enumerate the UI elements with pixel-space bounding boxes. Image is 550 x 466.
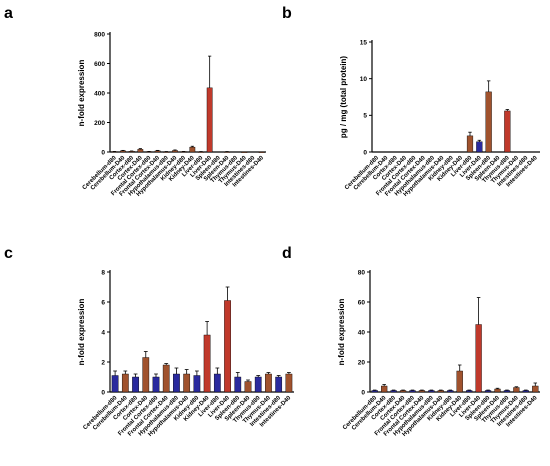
panel-letter-d: d (282, 245, 292, 262)
bar (183, 373, 191, 393)
bar (189, 146, 196, 153)
bar (241, 151, 248, 153)
bar (258, 151, 265, 153)
bar (254, 376, 262, 393)
bar (409, 390, 416, 393)
bar (193, 375, 201, 393)
y-tick-label: 0 (363, 149, 367, 156)
y-tick-label: 80 (358, 269, 366, 276)
bar (476, 141, 483, 153)
bar (275, 376, 283, 393)
y-tick-label: 0 (361, 389, 365, 396)
bar (128, 151, 135, 153)
bar (475, 324, 482, 393)
bar (142, 357, 150, 393)
bar (162, 364, 170, 393)
bar (120, 150, 126, 153)
bar (152, 376, 160, 393)
bar (132, 376, 139, 393)
y-axis-label: n-fold expression (337, 299, 346, 366)
y-axis-label: n-fold expression (77, 60, 86, 127)
bar (121, 373, 129, 393)
bar (485, 91, 492, 153)
panel-letter-b: b (282, 5, 292, 22)
y-tick-label: 6 (101, 299, 105, 306)
panel-letter-c: c (4, 245, 13, 262)
bar (428, 390, 435, 393)
bar (224, 300, 231, 393)
y-tick-label: 20 (358, 359, 366, 366)
bar (137, 149, 144, 153)
bar (513, 387, 520, 393)
y-tick-label: 200 (94, 120, 105, 127)
y-tick-label: 60 (358, 299, 366, 306)
bar (285, 373, 293, 393)
y-tick-label: 2 (101, 359, 105, 366)
y-tick-label: 8 (101, 269, 105, 276)
y-axis-label: n-fold expression (77, 299, 86, 366)
bar (381, 385, 388, 393)
bar (234, 376, 242, 393)
bar (244, 381, 252, 393)
bar (503, 390, 511, 393)
bar (466, 390, 473, 393)
bar (213, 373, 221, 393)
y-tick-label: 15 (360, 39, 368, 46)
bar (494, 388, 501, 393)
y-tick-label: 0 (101, 389, 105, 396)
bar (484, 390, 492, 393)
bar (173, 373, 180, 393)
y-tick-label: 4 (101, 329, 105, 336)
y-tick-label: 5 (363, 113, 367, 120)
y-axis-label: pg / mg (total protein) (339, 56, 348, 139)
bar (456, 370, 463, 393)
y-tick-label: 10 (360, 76, 368, 83)
y-tick-label: 600 (94, 61, 105, 68)
bar (390, 390, 397, 393)
bar (203, 334, 211, 393)
bar (447, 390, 454, 393)
bar (154, 150, 161, 153)
bar (532, 385, 539, 393)
panel-letter-a: a (4, 5, 13, 22)
y-tick-label: 0 (101, 149, 105, 156)
bar (466, 135, 474, 153)
bar (206, 87, 213, 153)
y-tick-label: 800 (94, 31, 105, 38)
bar (172, 150, 178, 153)
bar (437, 390, 444, 393)
y-tick-label: 40 (358, 329, 366, 336)
bar (522, 390, 529, 393)
y-tick-label: 400 (94, 90, 105, 97)
bar (371, 390, 378, 393)
bar (399, 390, 407, 393)
bar (418, 390, 426, 393)
bar (265, 373, 272, 393)
bar (504, 110, 511, 153)
bar (111, 375, 119, 393)
